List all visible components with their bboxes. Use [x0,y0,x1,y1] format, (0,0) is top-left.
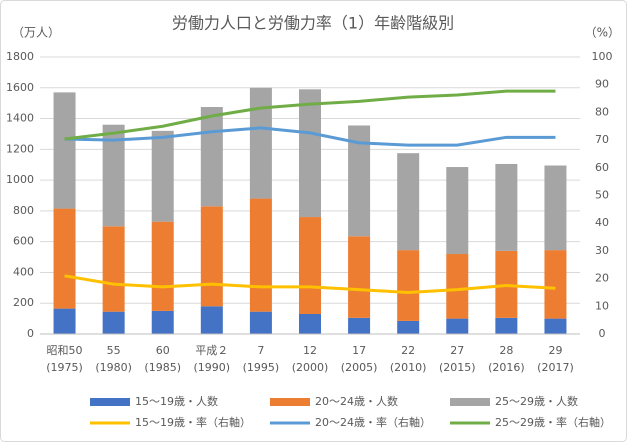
bar [151,130,174,222]
bar [299,217,321,314]
legend-swatch [90,398,130,406]
chart-title: 労働力人口と労働力率（1）年齢階級別 [172,14,454,33]
y-tick-label: 1600 [6,81,34,94]
x-tick-label: 22 (2010) [389,344,427,374]
bar [53,92,76,209]
y2-axis-label: （%） [585,26,620,40]
y2-tick-label: 20 [595,272,609,285]
bar [446,167,469,254]
legend-swatch [270,398,310,406]
x-tick-label: 28 (2016) [488,344,525,374]
bar [348,125,371,237]
x-tick-label: 昭和50 (1975) [46,344,83,374]
bar [446,318,469,334]
y2-tick-label: 90 [595,78,609,91]
bar [397,153,420,251]
bar [397,250,420,321]
bar [200,107,223,207]
bar [151,310,174,334]
legend-label: 15～19歳・人数 [135,395,218,408]
y-tick-label: 800 [13,204,34,217]
bar [495,317,518,334]
y-tick-label: 600 [13,235,34,248]
y-tick-label: 1400 [6,112,34,125]
y-tick-label: 1000 [6,173,34,186]
y2-tick-label: 50 [595,189,609,202]
y2-tick-label: 70 [595,133,609,146]
y-tick-label: 1800 [6,50,34,63]
y2-tick-label: 100 [592,50,613,63]
x-tick-label: 7 (1995) [242,344,280,374]
bar [397,320,420,334]
bar [102,124,125,227]
legend-label: 25～29歳・率（右軸） [495,415,611,429]
bar [544,165,567,251]
bar [53,208,76,309]
y2-tick-label: 60 [595,161,609,174]
y-tick-label: 400 [13,265,34,278]
bar [151,221,174,311]
line [64,89,556,141]
legend-label: 25～29歳・人数 [495,395,578,408]
line [64,274,556,294]
y2-tick-label: 40 [595,216,609,229]
y-tick-label: 0 [27,327,34,340]
bar [299,313,321,334]
bar [249,198,272,312]
y2-tick-label: 80 [595,105,609,118]
bar [102,311,125,334]
x-tick-label: 17 (2005) [340,344,378,374]
legend-label: 15～19歳・率（右軸） [135,415,251,429]
bar [200,206,223,307]
y2-tick-label: 0 [599,327,606,340]
x-tick-label: 12 (2000) [291,344,329,374]
bar [495,163,518,251]
bar [348,317,371,334]
y2-tick-label: 10 [595,299,609,312]
bar [249,87,272,199]
legend-label: 20～24歳・率（右軸） [315,415,431,429]
x-tick-label: 60 (1985) [144,344,181,374]
legend-swatch [450,398,490,406]
bar [446,253,469,319]
bar [299,89,321,218]
bar [544,318,567,334]
bar [249,311,272,334]
y-axis-label: （万人） [12,26,60,40]
x-tick-label: 平成２ (1990) [193,344,231,374]
line [64,126,556,147]
legend-label: 20～24歳・人数 [315,395,398,408]
bar [200,306,223,334]
bar [102,226,125,312]
x-tick-label: 27 (2015) [438,344,476,374]
bar [53,308,76,334]
bar [544,250,567,319]
y2-tick-label: 30 [595,244,609,257]
x-tick-label: 55 (1980) [95,344,132,374]
y-tick-label: 1200 [6,142,34,155]
bar [348,236,371,318]
y-tick-label: 200 [13,296,34,309]
x-tick-label: 29 (2017) [537,344,574,374]
